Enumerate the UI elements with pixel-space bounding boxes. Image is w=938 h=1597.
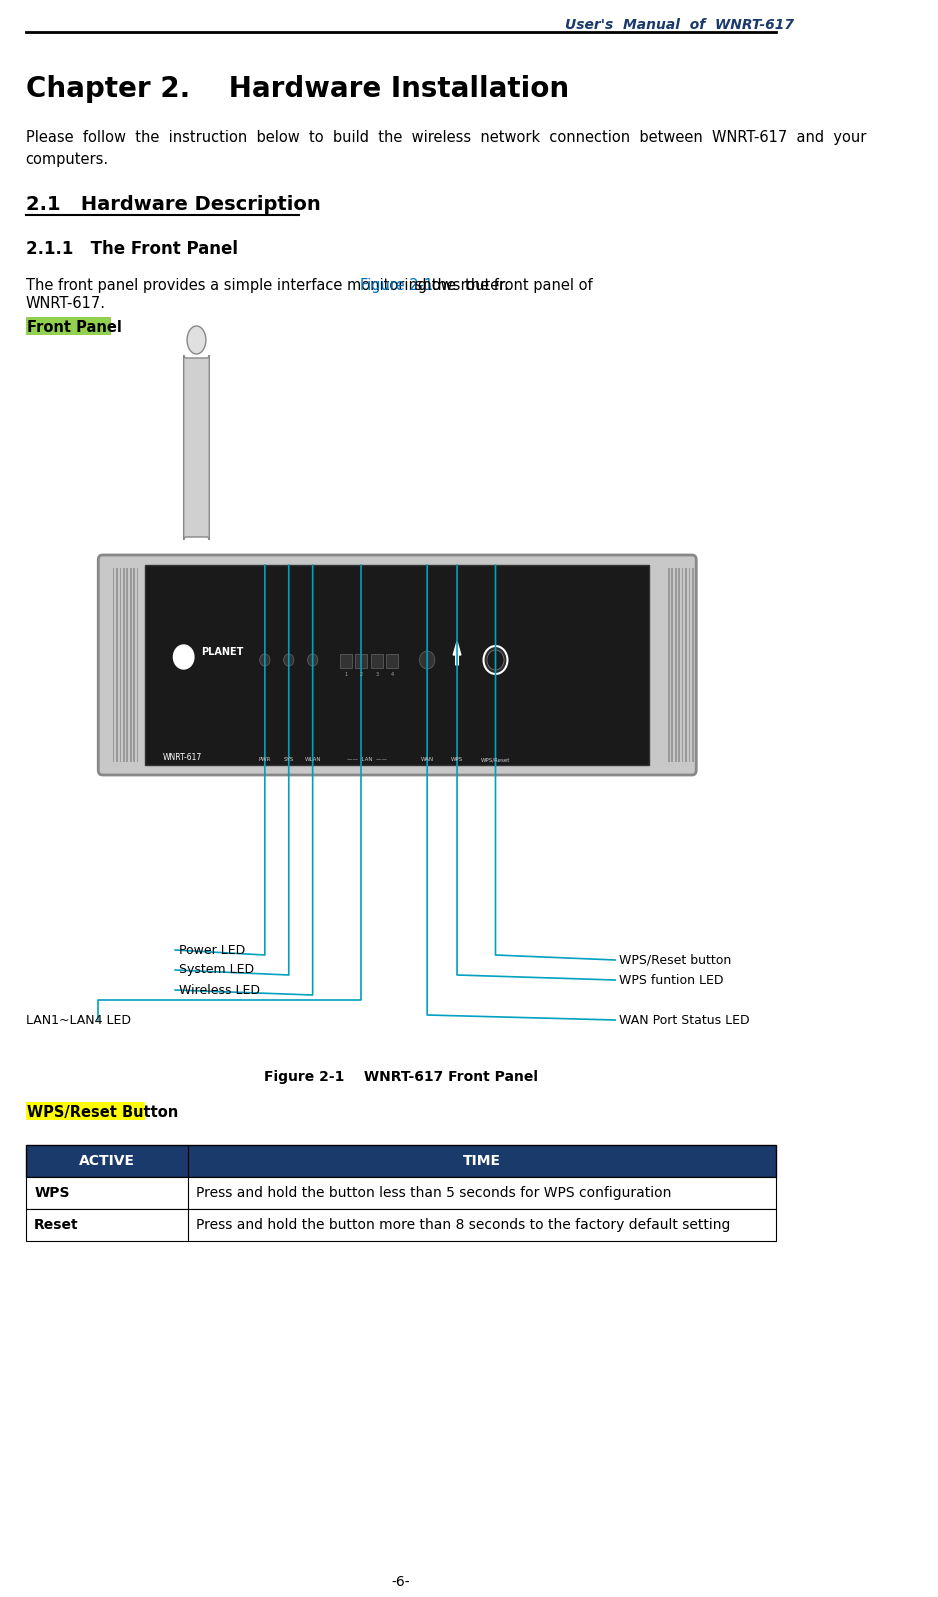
Bar	[672, 569, 673, 762]
Text: PWR: PWR	[259, 757, 271, 762]
Bar	[127, 569, 129, 762]
Bar	[668, 569, 670, 762]
Text: shows the front panel of: shows the front panel of	[411, 278, 593, 292]
Text: Power LED: Power LED	[179, 944, 246, 957]
Bar	[685, 569, 687, 762]
Text: ACTIVE: ACTIVE	[79, 1155, 135, 1167]
FancyBboxPatch shape	[25, 316, 111, 335]
Text: 4: 4	[390, 672, 394, 677]
Text: 2: 2	[360, 672, 363, 677]
Bar	[371, 655, 383, 668]
Circle shape	[483, 647, 507, 674]
Text: TIME: TIME	[462, 1155, 501, 1167]
Circle shape	[487, 650, 504, 671]
Text: System LED: System LED	[179, 963, 254, 976]
Text: Figure 2-1: Figure 2-1	[360, 278, 433, 292]
Bar	[133, 569, 135, 762]
Text: WLAN: WLAN	[305, 757, 321, 762]
Bar	[386, 655, 398, 668]
Text: WPS: WPS	[34, 1187, 69, 1199]
Text: WPS/Reset Button: WPS/Reset Button	[27, 1105, 178, 1119]
FancyBboxPatch shape	[184, 355, 209, 540]
FancyBboxPatch shape	[98, 556, 696, 775]
Text: User's  Manual  of  WNRT-617: User's Manual of WNRT-617	[566, 18, 794, 32]
Text: 2.1   Hardware Description: 2.1 Hardware Description	[25, 195, 321, 214]
Text: Figure 2-1    WNRT-617 Front Panel: Figure 2-1 WNRT-617 Front Panel	[264, 1070, 537, 1084]
Text: Press and hold the button less than 5 seconds for WPS configuration: Press and hold the button less than 5 se…	[196, 1187, 672, 1199]
Text: WAN: WAN	[420, 757, 433, 762]
Text: Front Panel: Front Panel	[27, 319, 122, 335]
Bar	[116, 569, 118, 762]
Text: WAN Port Status LED: WAN Port Status LED	[619, 1014, 750, 1027]
Bar	[25, 1209, 776, 1241]
FancyArrow shape	[453, 642, 461, 664]
Text: WNRT-617: WNRT-617	[162, 754, 202, 762]
Text: WNRT-617.: WNRT-617.	[25, 295, 106, 311]
Text: -6-: -6-	[391, 1575, 410, 1589]
Bar	[123, 569, 125, 762]
Bar	[688, 569, 690, 762]
Text: Reset: Reset	[34, 1219, 79, 1231]
Bar	[678, 569, 680, 762]
Bar	[85, 340, 709, 850]
FancyBboxPatch shape	[25, 1102, 145, 1119]
Bar	[682, 569, 684, 762]
Circle shape	[308, 655, 318, 666]
Bar	[113, 569, 114, 762]
Text: 2.1.1   The Front Panel: 2.1.1 The Front Panel	[25, 240, 237, 259]
Bar	[25, 1145, 776, 1177]
Bar	[356, 655, 368, 668]
Circle shape	[260, 655, 270, 666]
Text: ——  LAN  ——: —— LAN ——	[347, 757, 387, 762]
Bar	[340, 655, 352, 668]
Text: LAN1~LAN4 LED: LAN1~LAN4 LED	[25, 1014, 130, 1027]
Ellipse shape	[187, 326, 205, 355]
Text: The front panel provides a simple interface monitoring the router.: The front panel provides a simple interf…	[25, 278, 513, 292]
Bar	[120, 569, 121, 762]
Text: Wireless LED: Wireless LED	[179, 984, 261, 997]
Text: Please  follow  the  instruction  below  to  build  the  wireless  network  conn: Please follow the instruction below to b…	[25, 129, 866, 168]
Text: SYS: SYS	[283, 757, 294, 762]
Bar	[692, 569, 694, 762]
Text: Press and hold the button more than 8 seconds to the factory default setting: Press and hold the button more than 8 se…	[196, 1219, 731, 1231]
Text: PLANET: PLANET	[201, 647, 243, 656]
Text: WPS/Reset button: WPS/Reset button	[619, 953, 732, 966]
Bar	[129, 569, 131, 762]
Text: WPS: WPS	[451, 757, 463, 762]
Text: 3: 3	[375, 672, 378, 677]
Text: WPS funtion LED: WPS funtion LED	[619, 974, 724, 987]
Bar	[674, 569, 676, 762]
Bar	[25, 1177, 776, 1209]
Text: Chapter 2.    Hardware Installation: Chapter 2. Hardware Installation	[25, 75, 568, 102]
Bar	[137, 569, 139, 762]
Bar	[145, 565, 649, 765]
Text: WPS/Reset: WPS/Reset	[481, 757, 510, 762]
Circle shape	[174, 645, 194, 669]
Circle shape	[419, 652, 435, 669]
Text: 1: 1	[344, 672, 348, 677]
Circle shape	[283, 655, 294, 666]
